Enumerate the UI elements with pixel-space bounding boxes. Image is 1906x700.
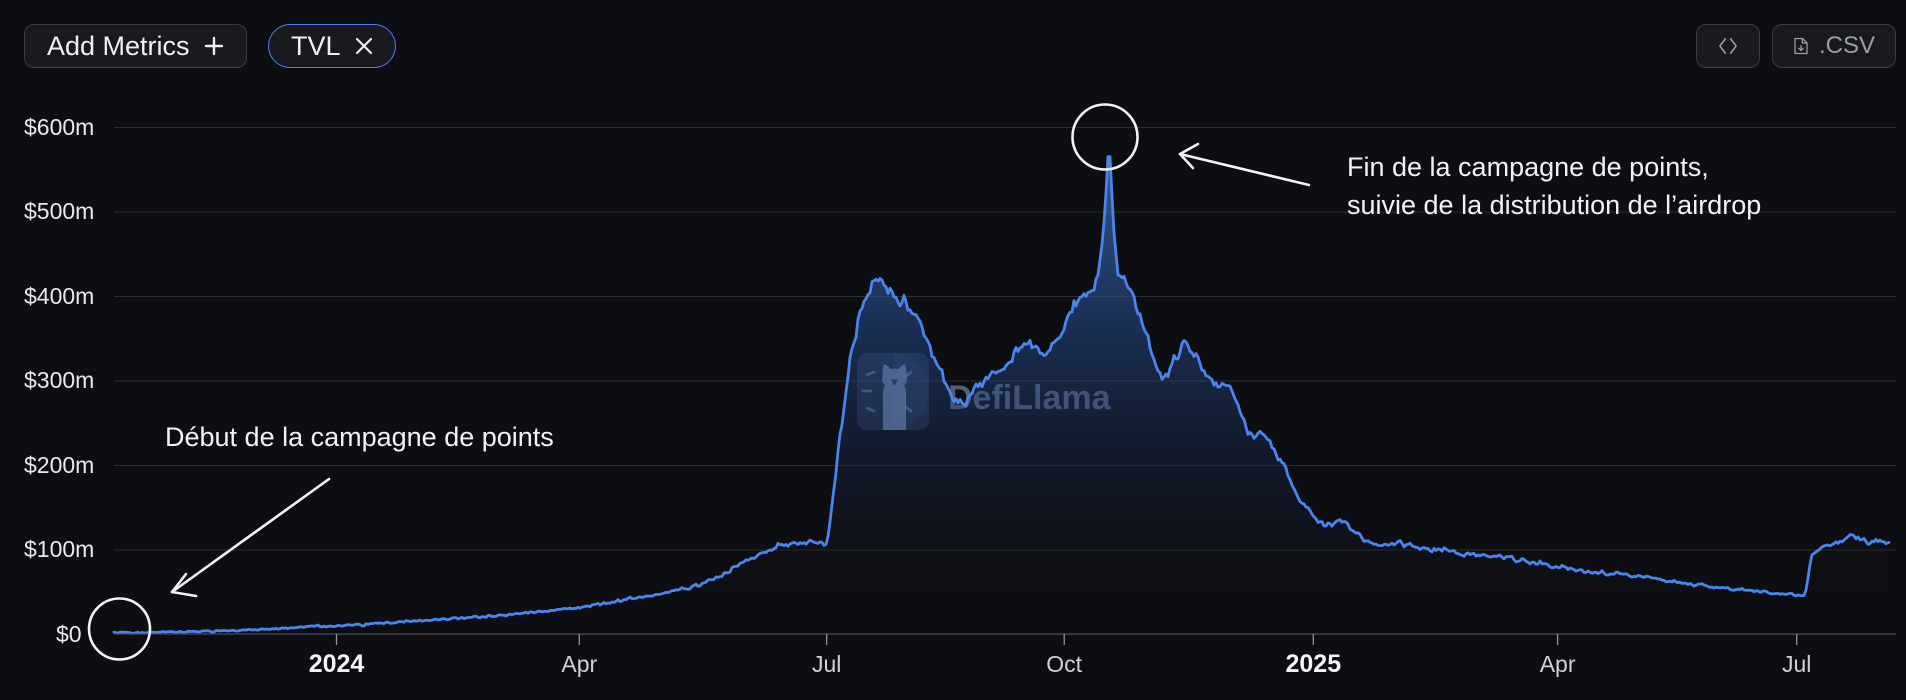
svg-text:$400m: $400m: [24, 283, 94, 309]
svg-text:$500m: $500m: [24, 198, 94, 224]
svg-text:Début de la campagne de points: Début de la campagne de points: [165, 422, 554, 452]
svg-text:Apr: Apr: [561, 651, 597, 677]
svg-text:suivie de la distribution de l: suivie de la distribution de l’airdrop: [1347, 190, 1761, 220]
svg-text:$300m: $300m: [24, 367, 94, 393]
svg-text:Jul: Jul: [812, 651, 841, 677]
svg-text:2024: 2024: [309, 650, 365, 678]
svg-text:$200m: $200m: [24, 452, 94, 478]
svg-text:Oct: Oct: [1046, 651, 1082, 677]
svg-text:Jul: Jul: [1782, 651, 1811, 677]
svg-text:Apr: Apr: [1540, 651, 1576, 677]
svg-text:$600m: $600m: [24, 114, 94, 140]
svg-text:$100m: $100m: [24, 536, 94, 562]
svg-text:$0: $0: [56, 621, 82, 647]
svg-text:2025: 2025: [1285, 650, 1341, 678]
svg-text:Fin de la campagne de points,: Fin de la campagne de points,: [1347, 152, 1709, 182]
